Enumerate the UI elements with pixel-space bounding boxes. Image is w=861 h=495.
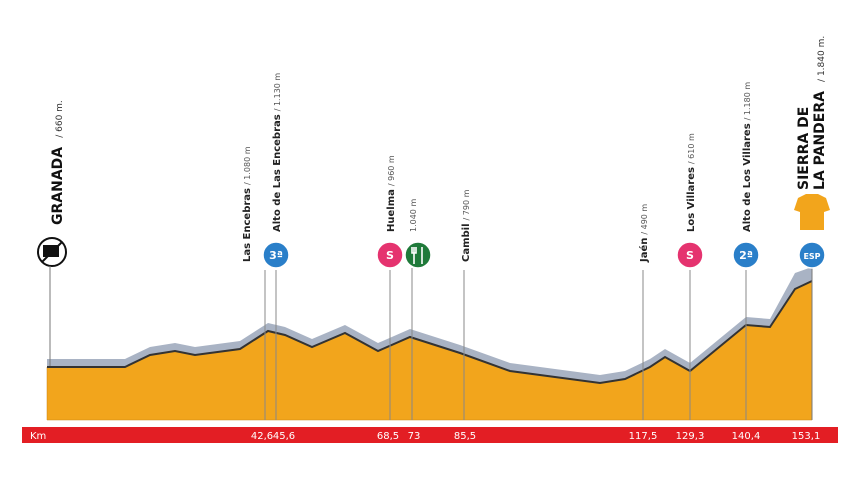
km-label: 129,3 xyxy=(676,431,705,442)
point-altitude: / 1.130 m xyxy=(273,73,282,112)
point-altitude: / 790 m xyxy=(462,189,471,220)
point-altitude: / 610 m xyxy=(687,133,696,164)
point-altitude: / 1.080 m xyxy=(243,146,252,185)
point-altitude: / 490 m xyxy=(640,204,649,235)
km-bar xyxy=(22,427,838,443)
km-label: 45,6 xyxy=(273,431,295,442)
point-label: Alto de Las Encebras / 1.130 m xyxy=(272,73,283,232)
km-label: 42,6 xyxy=(251,431,273,442)
km-label: 153,1 xyxy=(792,431,821,442)
point-label: Alto de Los Villares / 1.180 m xyxy=(742,82,753,232)
point-altitude: / 960 m xyxy=(387,155,396,186)
badge xyxy=(798,241,826,269)
badge-text: 3ª xyxy=(269,249,283,262)
km-axis-label: Km xyxy=(30,431,46,442)
km-label: 73 xyxy=(408,431,421,442)
start-name: GRANADA xyxy=(50,147,66,225)
profile-edge xyxy=(47,280,813,385)
km-label: 140,4 xyxy=(732,431,761,442)
point-label: 1.040 m xyxy=(409,199,418,232)
feed-icon-cutlery xyxy=(411,247,423,264)
finish-label: LA PANDERA / 1.840 m. xyxy=(809,36,828,190)
point-altitude: 1.040 m xyxy=(409,199,418,232)
point-name: Las Encebras xyxy=(242,188,253,262)
point-label: Huelma / 960 m xyxy=(386,155,397,232)
badge xyxy=(676,241,704,269)
start-icon xyxy=(37,237,67,366)
badge-text: 2ª xyxy=(739,249,753,262)
point-label: Las Encebras / 1.080 m xyxy=(242,146,253,262)
finish-altitude: / 1.840 m. xyxy=(817,36,827,82)
finish-jersey xyxy=(794,194,830,230)
finish-name-line: SIERRA DE xyxy=(796,107,812,190)
km-label: 85,5 xyxy=(454,431,476,442)
point-altitude: / 1.180 m xyxy=(743,82,752,121)
point-name: Jaén xyxy=(638,238,650,263)
point-name: Alto de Las Encebras xyxy=(272,114,283,232)
km-label: 68,5 xyxy=(377,431,399,442)
badge-text: S xyxy=(386,249,394,262)
start-label: GRANADA / 660 m. xyxy=(47,100,66,225)
badge-text: S xyxy=(686,249,694,262)
point-label: Los Villares / 610 m xyxy=(686,133,697,232)
badge-text: ESP xyxy=(803,252,820,261)
badge xyxy=(376,241,404,269)
start-altitude: / 660 m. xyxy=(55,100,65,138)
point-label: Cambil / 790 m xyxy=(461,189,472,262)
point-name: Huelma xyxy=(386,189,397,232)
points: Las Encebras / 1.080 m 42,6 Alto de Las Enc… xyxy=(242,73,760,442)
finish-name-line: LA PANDERA xyxy=(812,91,828,190)
badge xyxy=(732,241,760,269)
point-name: Los Villares xyxy=(686,167,697,232)
km-label: 117,5 xyxy=(629,431,658,442)
point-name: Alto de Los Villares xyxy=(742,123,753,232)
point-label: Jaén / 490 m xyxy=(638,204,650,263)
badge xyxy=(262,241,290,269)
feed-icon xyxy=(404,241,432,269)
point-name: Cambil xyxy=(461,223,472,262)
